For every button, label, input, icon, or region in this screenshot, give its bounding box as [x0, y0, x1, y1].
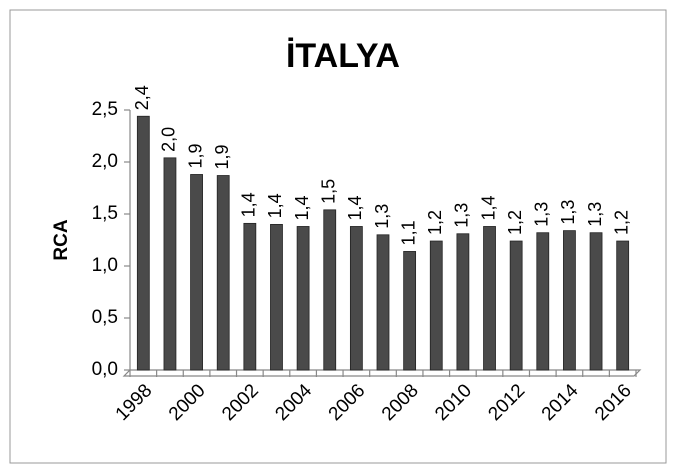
value-label: 1,3	[372, 204, 392, 229]
bar	[136, 115, 150, 371]
value-label: 2,4	[132, 85, 152, 110]
bar	[536, 232, 550, 371]
bar	[509, 240, 523, 371]
value-label: 1,9	[185, 143, 205, 168]
value-label: 1,5	[318, 179, 338, 204]
bar	[296, 226, 310, 371]
bar	[323, 209, 337, 371]
value-label: 1,2	[425, 210, 445, 235]
bar	[456, 233, 470, 371]
y-tick-label: 1,0	[92, 255, 118, 276]
bar	[616, 240, 630, 371]
y-axis-label: RCA	[51, 219, 72, 260]
value-label: 1,4	[478, 195, 498, 220]
bar	[270, 223, 283, 371]
value-label: 1,3	[558, 200, 578, 225]
bar	[163, 157, 177, 371]
bar	[216, 175, 230, 371]
value-label: 1,4	[265, 193, 285, 218]
value-label: 1,3	[585, 202, 605, 227]
bar	[589, 232, 603, 371]
y-tick-label: 2,0	[92, 151, 118, 172]
value-label: 1,9	[212, 144, 232, 169]
bar	[190, 174, 203, 371]
bar	[563, 230, 576, 371]
value-label: 1,4	[345, 195, 365, 220]
value-label: 1,3	[532, 202, 552, 227]
value-label: 1,2	[505, 210, 525, 235]
bar	[376, 234, 390, 371]
value-label: 1,4	[292, 195, 312, 220]
value-label: 2,0	[159, 127, 179, 152]
bar	[429, 240, 443, 371]
bar	[243, 222, 257, 371]
bar	[483, 226, 496, 371]
chart-frame	[9, 9, 667, 464]
chart-title: İTALYA	[286, 37, 400, 75]
bar	[403, 251, 417, 371]
value-label: 1,3	[452, 203, 472, 228]
value-label: 1,2	[611, 210, 631, 235]
value-label: 1,1	[398, 220, 418, 245]
y-tick-label: 0,5	[92, 307, 118, 328]
axis-floor	[122, 369, 642, 377]
bar	[349, 226, 363, 371]
value-label: 1,4	[239, 192, 259, 217]
y-tick-label: 2,5	[92, 99, 118, 120]
y-tick-label: 0,0	[92, 359, 118, 380]
y-tick-label: 1,5	[92, 203, 118, 224]
